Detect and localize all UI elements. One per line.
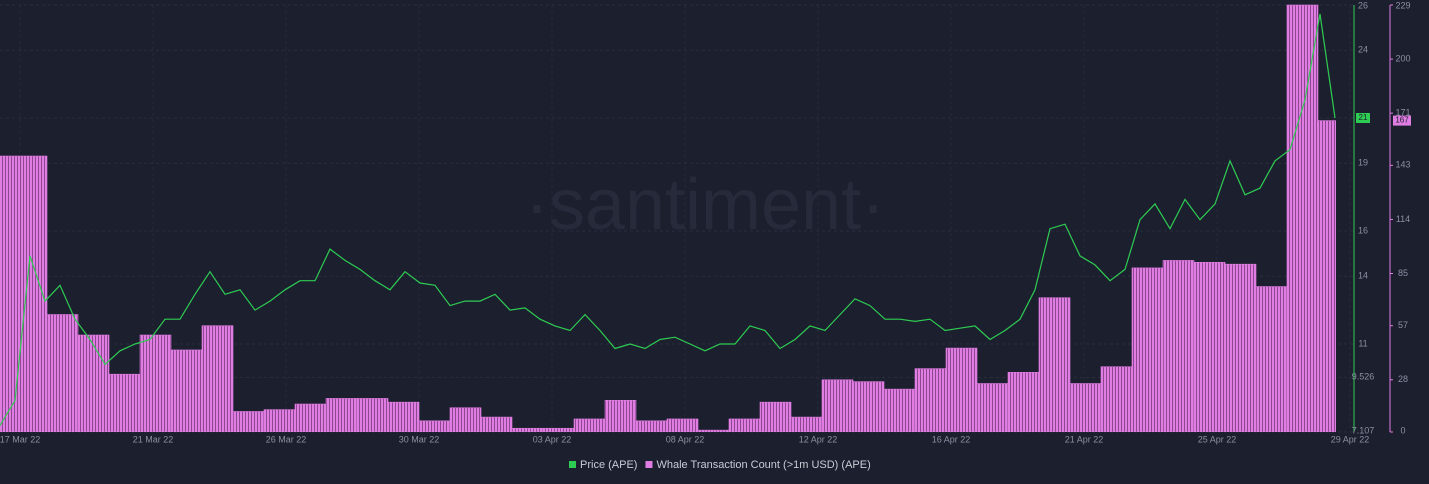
bar [759,401,792,432]
y2-tick-label: 171 [1395,108,1410,118]
x-tick-label: 26 Mar 22 [266,434,307,444]
x-tick-label: 08 Apr 22 [666,434,705,444]
y-tick-label: 24 [1358,45,1368,55]
bar [1255,286,1288,432]
bar [976,383,1009,432]
x-tick-label: 12 Apr 22 [799,434,838,444]
bar [697,429,730,432]
bar [387,401,420,432]
bar [1038,297,1071,432]
bar [728,418,761,432]
legend-swatch [569,461,576,468]
bar [1007,372,1040,432]
bar [263,409,296,432]
y-tick-label: 7.107 [1352,425,1375,435]
bar [914,368,947,432]
y-tick-label: 11 [1358,338,1367,348]
bar [170,349,203,432]
price-line [0,13,1336,426]
watermark: ·santiment· [525,165,885,245]
last-value-tag: 167 [1395,116,1409,125]
bar [418,420,451,432]
bar [852,381,885,432]
bar [15,155,48,432]
y-tick-label: 14 [1358,271,1368,281]
plot-area [0,4,1336,432]
bar [945,347,978,432]
bar [1100,366,1133,432]
bar [604,400,637,432]
x-tick-label: 25 Apr 22 [1198,434,1237,444]
y2-tick-label: 114 [1396,214,1410,224]
bar [325,398,358,432]
bar [480,416,513,432]
bar [542,427,575,432]
bar [821,379,854,432]
x-tick-label: 29 Apr 22 [1331,434,1370,444]
y2-tick-label: 28 [1398,374,1408,384]
x-tick-label: 21 Apr 22 [1065,434,1104,444]
y-tick-label: 26 [1358,0,1368,10]
bar [1317,120,1336,432]
y2-tick-label: 85 [1398,268,1408,278]
y2-tick-label: 57 [1398,320,1408,330]
bar [666,418,699,432]
bar [1224,263,1257,432]
bar [356,398,389,432]
legend-label: Price (APE) [580,459,637,471]
bar [790,416,823,432]
bar [0,155,17,432]
x-tick-label: 03 Apr 22 [533,434,572,444]
bar [77,334,110,432]
x-tick-label: 16 Apr 22 [932,434,971,444]
legend-swatch [645,461,653,468]
y2-tick-label: 229 [1395,0,1410,10]
bar [1193,262,1226,432]
bar [573,418,606,432]
bar [232,411,265,432]
bar [1162,260,1195,432]
bar [46,314,79,432]
y-tick-label: 16 [1358,225,1368,235]
last-value-tag-bg [1356,113,1370,124]
bar [1286,4,1319,432]
x-tick-label: 17 Mar 22 [0,434,40,444]
bar [139,334,172,432]
bar [635,420,668,432]
bar [1131,267,1164,432]
bar [108,373,141,432]
bar [1069,383,1102,432]
y2-tick-label: 143 [1395,160,1410,170]
bar [883,388,916,432]
last-value-tag: 21 [1359,113,1368,122]
bar [511,427,544,432]
last-value-tag-bg [1393,115,1411,126]
y-tick-label: 19 [1358,158,1368,168]
bar [294,403,327,432]
bar [449,407,482,432]
legend-label: Whale Transaction Count (>1m USD) (APE) [656,459,870,471]
bar [201,325,234,432]
y2-tick-label: 200 [1395,53,1410,63]
x-tick-label: 21 Mar 22 [133,434,174,444]
x-tick-label: 30 Mar 22 [399,434,440,444]
y-tick-label: 9.526 [1352,372,1375,382]
y2-tick-label: 0 [1400,425,1405,435]
